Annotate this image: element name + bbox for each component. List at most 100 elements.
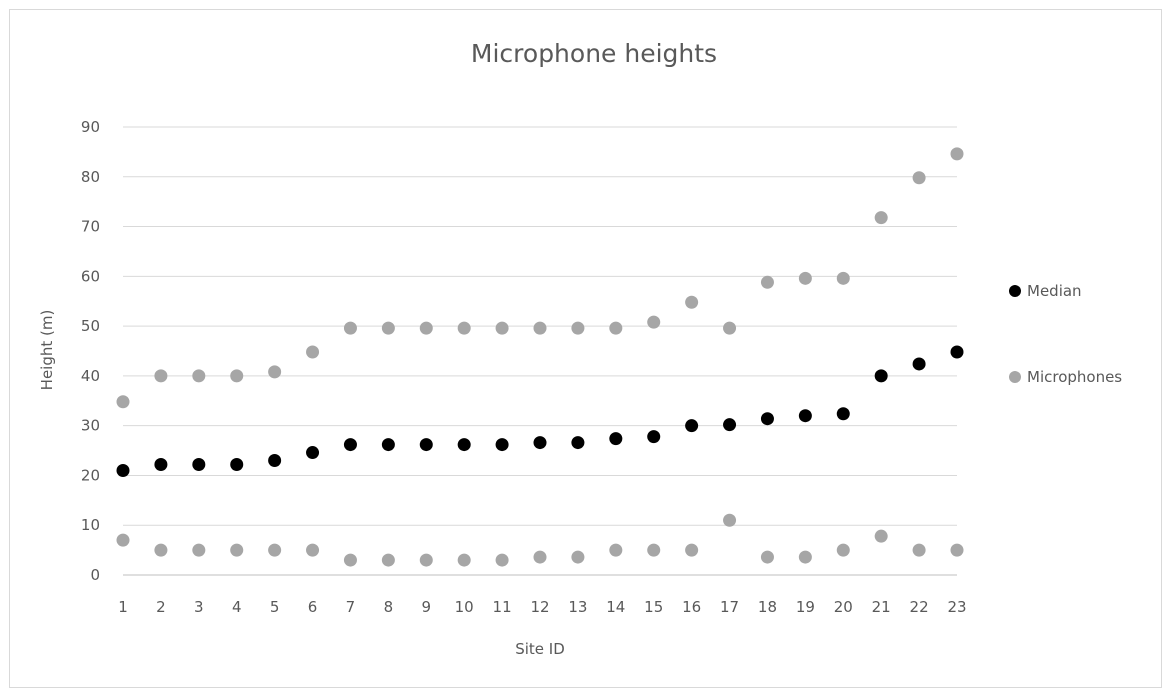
median-point — [495, 438, 509, 452]
microphone-point — [154, 543, 168, 557]
microphone-point — [798, 271, 812, 285]
median-point — [685, 419, 699, 433]
median-point — [647, 430, 661, 444]
microphone-point — [268, 365, 282, 379]
y-tick-label: 50 — [81, 317, 100, 335]
y-tick-label: 30 — [81, 417, 100, 435]
x-tick-label: 18 — [758, 598, 777, 616]
median-point — [571, 436, 585, 450]
x-tick-label: 16 — [682, 598, 701, 616]
median-point — [230, 457, 244, 471]
microphone-point — [457, 321, 471, 335]
microphone-point — [192, 543, 206, 557]
microphone-point — [874, 211, 888, 225]
microphone-point — [912, 543, 926, 557]
microphone-point — [647, 315, 661, 329]
microphone-point — [495, 321, 509, 335]
x-tick-label: 13 — [568, 598, 587, 616]
x-tick-label: 10 — [455, 598, 474, 616]
microphone-point — [154, 369, 168, 383]
median-point — [381, 438, 395, 452]
legend-label-microphones: Microphones — [1027, 368, 1122, 386]
median-point — [950, 345, 964, 359]
microphone-point — [760, 275, 774, 289]
microphone-point — [836, 271, 850, 285]
microphone-point — [571, 550, 585, 564]
x-axis-title: Site ID — [515, 640, 565, 658]
x-tick-label: 17 — [720, 598, 739, 616]
median-point — [343, 438, 357, 452]
median-point — [419, 438, 433, 452]
median-point — [723, 418, 737, 432]
chart-title: Microphone heights — [471, 39, 717, 68]
microphone-point — [230, 543, 244, 557]
microphone-point — [571, 321, 585, 335]
data-points — [116, 147, 964, 567]
y-tick-label: 40 — [81, 367, 100, 385]
median-point — [116, 463, 130, 477]
microphone-point — [723, 513, 737, 527]
microphone-point — [268, 543, 282, 557]
median-point — [533, 436, 547, 450]
y-tick-label: 0 — [90, 566, 100, 584]
microphone-point — [116, 395, 130, 409]
microphone-point — [457, 553, 471, 567]
x-axis-ticks: 1 2 3 4 5 6 7 8 9 10 11 12 13 14 15 16 17 18 19 20 21 22 23 — [118, 598, 966, 616]
median-point — [874, 369, 888, 383]
x-tick-label: 12 — [530, 598, 549, 616]
x-tick-label: 20 — [834, 598, 853, 616]
x-tick-label: 5 — [270, 598, 280, 616]
y-tick-label: 10 — [81, 516, 100, 534]
microphone-point — [381, 553, 395, 567]
x-tick-label: 8 — [384, 598, 394, 616]
x-tick-label: 9 — [421, 598, 431, 616]
microphone-point — [950, 543, 964, 557]
microphone-point — [419, 553, 433, 567]
median-point — [912, 357, 926, 371]
microphone-point — [116, 533, 130, 547]
gridlines — [123, 126, 957, 576]
microphone-point — [306, 345, 320, 359]
microphone-point — [495, 553, 509, 567]
x-tick-label: 22 — [910, 598, 929, 616]
x-tick-label: 2 — [156, 598, 166, 616]
x-tick-label: 7 — [346, 598, 356, 616]
legend-marker-median — [1009, 285, 1021, 297]
median-point — [192, 457, 206, 471]
y-tick-label: 70 — [81, 218, 100, 236]
microphone-point — [533, 321, 547, 335]
microphone-point — [685, 543, 699, 557]
y-axis-title: Height (m) — [38, 310, 56, 391]
x-tick-label: 23 — [947, 598, 966, 616]
microphone-point — [192, 369, 206, 383]
y-axis-ticks: 0 10 20 30 40 50 60 70 80 90 — [81, 118, 100, 584]
y-tick-label: 90 — [81, 118, 100, 136]
median-point — [798, 409, 812, 423]
microphone-point — [723, 321, 737, 335]
microphone-point — [533, 550, 547, 564]
median-point — [268, 454, 282, 468]
microphone-point — [647, 543, 661, 557]
x-tick-label: 19 — [796, 598, 815, 616]
microphone-point — [230, 369, 244, 383]
median-point — [306, 446, 320, 460]
x-tick-label: 21 — [872, 598, 891, 616]
microphone-point — [874, 529, 888, 543]
microphone-point — [609, 543, 623, 557]
median-point — [457, 438, 471, 452]
x-tick-label: 11 — [493, 598, 512, 616]
legend-marker-microphones — [1009, 371, 1021, 383]
x-tick-label: 14 — [606, 598, 625, 616]
y-tick-label: 60 — [81, 267, 100, 285]
x-tick-label: 3 — [194, 598, 204, 616]
x-tick-label: 6 — [308, 598, 318, 616]
median-point — [836, 407, 850, 421]
microphone-point — [836, 543, 850, 557]
microphone-point — [343, 321, 357, 335]
median-point — [154, 457, 168, 471]
median-point — [609, 432, 623, 446]
x-tick-label: 4 — [232, 598, 242, 616]
microphone-point — [343, 553, 357, 567]
median-point — [760, 412, 774, 426]
